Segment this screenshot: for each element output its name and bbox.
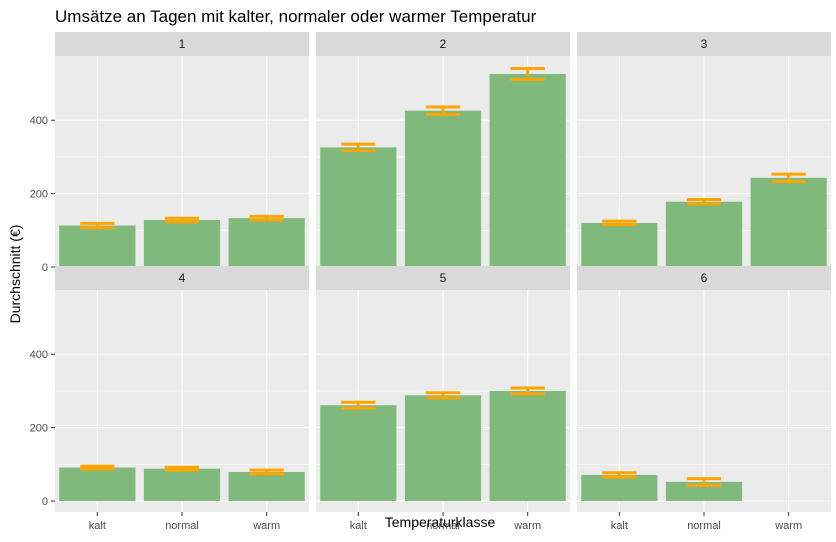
bar-kalt <box>59 225 136 267</box>
y-tick-label: 200 <box>30 423 48 435</box>
facet-label: 3 <box>701 37 708 51</box>
x-tick-label: kalt <box>611 520 628 532</box>
bar-warm <box>228 218 305 267</box>
x-tick-label: kalt <box>89 520 106 532</box>
facet-label: 5 <box>440 271 447 285</box>
x-tick-label: warm <box>774 520 802 532</box>
y-axis-title: Durchschnitt (€) <box>7 225 23 324</box>
y-tick-label: 400 <box>30 115 48 127</box>
bar-normal <box>404 110 482 267</box>
bar-warm <box>228 472 305 501</box>
facet-panels: 1 0 200 400 2 3 4 0 200 400 kalt normal warm 5 kalt nor… <box>30 32 831 532</box>
x-tick-label: warm <box>252 520 280 532</box>
facet-strip <box>316 266 570 290</box>
x-tick-label: warm <box>513 520 541 532</box>
facet-strip <box>577 32 831 56</box>
bar-normal <box>143 220 221 267</box>
facet-label: 4 <box>179 271 186 285</box>
chart-title: Umsätze an Tagen mit kalter, normaler od… <box>55 7 537 26</box>
facet-label: 1 <box>179 37 186 51</box>
facet-label: 6 <box>701 271 708 285</box>
bar-normal <box>143 468 221 501</box>
bar-normal <box>665 481 743 501</box>
bar-warm <box>489 390 566 501</box>
y-tick-label: 200 <box>30 189 48 201</box>
x-tick-label: normal <box>687 520 721 532</box>
y-tick-label: 0 <box>42 262 48 274</box>
facet-strip <box>577 266 831 290</box>
x-axis-title: Temperaturklasse <box>385 514 496 530</box>
bar-normal <box>404 395 482 501</box>
facet-strip <box>55 266 309 290</box>
y-tick-label: 0 <box>42 496 48 508</box>
bar-warm <box>750 177 827 267</box>
bar-kalt <box>320 405 397 501</box>
bar-kalt <box>320 147 397 267</box>
x-tick-label: normal <box>426 520 460 532</box>
y-tick-label: 400 <box>30 349 48 361</box>
facet-label: 2 <box>440 37 447 51</box>
bar-kalt <box>581 222 658 267</box>
facet-strip <box>55 32 309 56</box>
bar-warm <box>489 73 566 267</box>
bar-normal <box>665 201 743 267</box>
bar-kalt <box>59 467 136 501</box>
facet-strip <box>316 32 570 56</box>
x-tick-label: kalt <box>350 520 367 532</box>
bar-kalt <box>581 474 658 501</box>
x-tick-label: normal <box>165 520 199 532</box>
